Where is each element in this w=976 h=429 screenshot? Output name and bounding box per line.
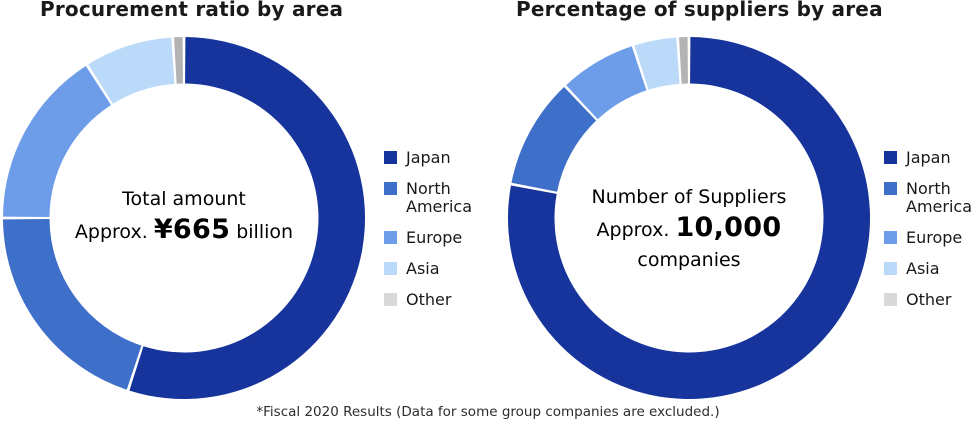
donut-segment-north-america (3, 219, 142, 390)
legend-item-north-america: North America (884, 180, 976, 216)
legend-procurement-ratio: Japan North America Europe Asia Other (384, 149, 486, 309)
donut-segment-europe (3, 65, 112, 217)
legend-item-europe: Europe (384, 229, 486, 247)
legend-label: Japan (406, 148, 451, 167)
center-label-supplier-count: Number of Suppliers Approx. 10,000 compa… (539, 184, 839, 273)
donut-segment-japan (129, 37, 365, 400)
legend-swatch-icon (384, 262, 397, 275)
legend-label: Other (406, 290, 452, 309)
center-line2: Approx. 10,000 (539, 211, 839, 247)
legend-swatch-icon (384, 293, 397, 306)
chart-title-suppliers-percentage: Percentage of suppliers by area (516, 0, 883, 21)
donut-segment-asia (634, 37, 680, 90)
center-line1: Number of Suppliers (591, 186, 787, 208)
legend-item-other: Other (884, 291, 976, 309)
donut-segment-other (679, 37, 688, 84)
legend-label: Europe (906, 228, 963, 247)
center-line1: Total amount (122, 188, 246, 210)
legend-label: Other (906, 290, 952, 309)
legend-item-other: Other (384, 291, 486, 309)
center-prefix: Approx. (74, 221, 154, 243)
legend-label: Asia (406, 259, 440, 278)
legend-item-asia: Asia (384, 260, 486, 278)
center-line3: companies (637, 249, 741, 271)
legend-label: North America (406, 179, 472, 216)
legend-swatch-icon (884, 182, 897, 195)
legend-swatch-icon (884, 262, 897, 275)
footnote-caption: *Fiscal 2020 Results (Data for some grou… (256, 404, 720, 420)
center-line2: Approx. ¥665 billion (34, 213, 334, 249)
donut-chart-procurement-ratio (3, 37, 365, 400)
center-value: 10,000 (675, 212, 782, 243)
legend-item-japan: Japan (884, 149, 976, 167)
legend-label: Japan (906, 148, 951, 167)
legend-swatch-icon (884, 231, 897, 244)
center-prefix: Approx. (596, 219, 676, 241)
legend-swatch-icon (384, 151, 397, 164)
legend-label: Europe (406, 228, 463, 247)
donut-segment-europe (566, 46, 647, 120)
donut-segment-north-america (511, 87, 597, 192)
donut-segment-asia (88, 37, 175, 104)
center-suffix: billion (230, 221, 294, 243)
legend-item-north-america: North America (384, 180, 486, 216)
legend-swatch-icon (884, 293, 897, 306)
center-value: ¥665 (153, 214, 231, 245)
legend-label: North America (906, 179, 972, 216)
chart-title-procurement-ratio: Procurement ratio by area (40, 0, 344, 21)
legend-item-europe: Europe (884, 229, 976, 247)
legend-swatch-icon (884, 151, 897, 164)
legend-swatch-icon (384, 182, 397, 195)
legend-suppliers: Japan North America Europe Asia Other (884, 149, 976, 309)
donut-chart-suppliers (508, 37, 871, 400)
center-label-total-amount: Total amount Approx. ¥665 billion (34, 186, 334, 249)
legend-swatch-icon (384, 231, 397, 244)
legend-item-asia: Asia (884, 260, 976, 278)
legend-item-japan: Japan (384, 149, 486, 167)
legend-label: Asia (906, 259, 940, 278)
donut-segment-other (174, 37, 183, 84)
